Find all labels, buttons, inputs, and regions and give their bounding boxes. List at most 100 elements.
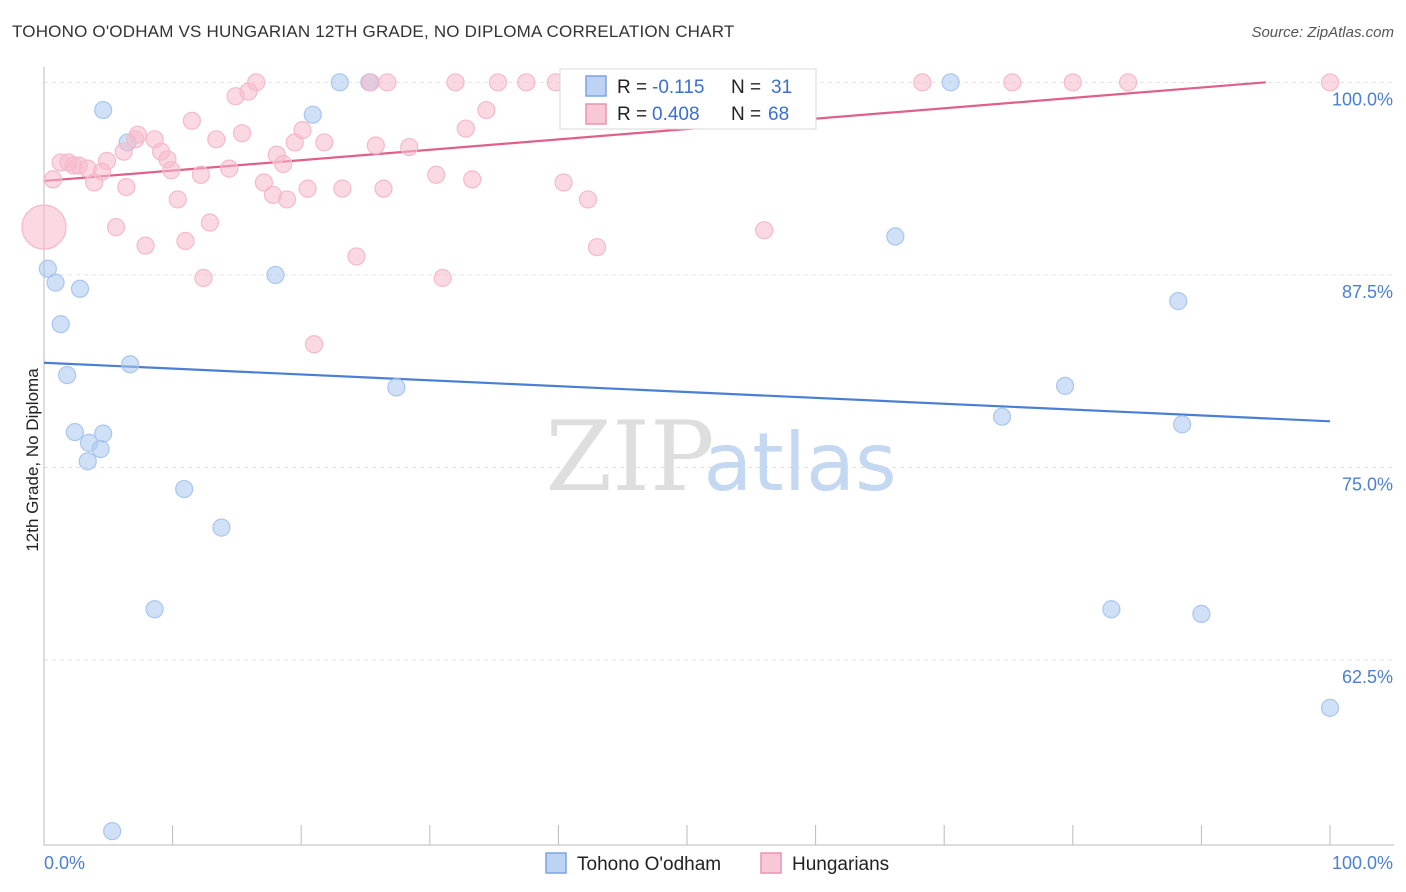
legend-n-label-2: N = bbox=[731, 104, 761, 125]
bottom-legend-label-tohono: Tohono O'odham bbox=[577, 854, 721, 875]
data-point bbox=[433, 268, 452, 288]
data-point bbox=[578, 190, 598, 209]
legend-swatch-hungarians bbox=[585, 103, 607, 125]
data-point bbox=[1102, 600, 1121, 619]
data-point bbox=[65, 422, 84, 442]
legend-r-value-2: 0.408 bbox=[652, 104, 700, 125]
bottom-legend: Tohono O'odham Hungarians bbox=[545, 852, 889, 875]
data-point bbox=[136, 236, 155, 255]
data-point bbox=[293, 120, 312, 140]
data-point bbox=[232, 124, 252, 143]
watermark: ZIP atlas bbox=[545, 401, 896, 513]
data-point-large bbox=[21, 204, 67, 250]
data-point bbox=[477, 100, 496, 120]
data-point bbox=[58, 365, 77, 385]
data-point bbox=[78, 452, 97, 471]
data-point bbox=[97, 151, 117, 171]
data-point bbox=[755, 221, 774, 240]
data-point bbox=[103, 822, 122, 841]
data-point bbox=[400, 137, 419, 157]
data-point bbox=[1173, 415, 1192, 434]
watermark-atlas: atlas bbox=[703, 416, 896, 509]
data-point bbox=[315, 133, 334, 152]
data-point bbox=[182, 111, 201, 130]
data-point bbox=[387, 378, 406, 397]
data-point bbox=[1055, 376, 1075, 395]
data-point bbox=[1192, 604, 1211, 623]
data-point bbox=[220, 159, 239, 178]
data-point bbox=[266, 265, 285, 285]
data-point bbox=[303, 105, 322, 124]
legend-n-label-1: N = bbox=[731, 77, 761, 98]
data-point bbox=[162, 161, 181, 180]
data-point bbox=[298, 179, 317, 198]
x-tick-labels: 0.0% 100.0% bbox=[44, 853, 1393, 873]
data-point bbox=[70, 279, 90, 298]
data-point bbox=[274, 154, 293, 174]
data-point bbox=[1063, 73, 1082, 92]
data-point bbox=[145, 600, 164, 619]
x-tick-label: 0.0% bbox=[44, 853, 85, 873]
data-point bbox=[1169, 292, 1188, 311]
data-point bbox=[117, 177, 136, 197]
bottom-legend-swatch-hungarians bbox=[760, 852, 782, 874]
y-axis-title: 12th Grade, No Diploma bbox=[23, 368, 42, 552]
data-point bbox=[992, 407, 1012, 426]
source-label: Source: ZipAtlas.com bbox=[1251, 24, 1394, 41]
data-point bbox=[347, 247, 366, 266]
data-point bbox=[463, 170, 482, 189]
data-point bbox=[168, 190, 187, 209]
data-point bbox=[247, 73, 266, 92]
y-tick-labels: 100.0% 87.5% 75.0% 62.5% bbox=[1332, 89, 1393, 687]
data-point bbox=[207, 130, 226, 149]
data-point bbox=[913, 73, 932, 92]
legend-r-value-1: -0.115 bbox=[652, 77, 704, 98]
data-point bbox=[941, 73, 960, 92]
data-point bbox=[212, 518, 231, 537]
y-tick-label: 87.5% bbox=[1342, 282, 1393, 302]
y-tick-label: 75.0% bbox=[1342, 475, 1393, 495]
data-point bbox=[554, 173, 573, 192]
data-point bbox=[446, 73, 465, 92]
data-point bbox=[175, 479, 194, 499]
data-point bbox=[277, 190, 297, 209]
axes bbox=[43, 67, 1394, 846]
data-point bbox=[366, 136, 385, 155]
legend: R = -0.115 N = 31 R = 0.408 N = 68 bbox=[559, 68, 817, 130]
data-point bbox=[361, 73, 380, 92]
chart-title: TOHONO O'ODHAM VS HUNGARIAN 12TH GRADE, … bbox=[12, 22, 735, 41]
data-point bbox=[456, 119, 475, 138]
data-point bbox=[114, 142, 133, 161]
legend-r-label-2: R = bbox=[617, 104, 647, 125]
data-point bbox=[1320, 698, 1340, 717]
data-point bbox=[106, 218, 126, 237]
data-point bbox=[46, 273, 65, 292]
data-point bbox=[1003, 73, 1022, 92]
data-point bbox=[886, 227, 905, 246]
legend-n-value-1: 31 bbox=[771, 77, 792, 98]
data-point bbox=[488, 73, 508, 92]
y-tick-label: 100.0% bbox=[1332, 89, 1393, 109]
data-point bbox=[194, 268, 213, 288]
data-point bbox=[333, 179, 352, 198]
x-tick-label: 100.0% bbox=[1332, 853, 1393, 873]
trend-lines bbox=[43, 81, 1331, 423]
data-point bbox=[200, 213, 219, 232]
data-point bbox=[94, 100, 113, 120]
legend-n-value-2: 68 bbox=[768, 104, 789, 125]
data-point bbox=[1320, 73, 1340, 92]
trend-line-1 bbox=[43, 81, 1266, 183]
y-tick-label: 62.5% bbox=[1342, 667, 1393, 687]
data-point bbox=[94, 424, 113, 443]
data-point bbox=[1118, 73, 1138, 92]
legend-r-label-1: R = bbox=[617, 77, 647, 98]
data-point bbox=[587, 238, 607, 257]
legend-swatch-tohono bbox=[585, 75, 607, 97]
trend-line-0 bbox=[43, 361, 1331, 423]
data-point bbox=[304, 335, 324, 354]
data-point bbox=[128, 125, 147, 144]
data-point bbox=[176, 231, 195, 251]
data-point bbox=[427, 165, 446, 184]
bottom-legend-swatch-tohono bbox=[545, 852, 567, 874]
